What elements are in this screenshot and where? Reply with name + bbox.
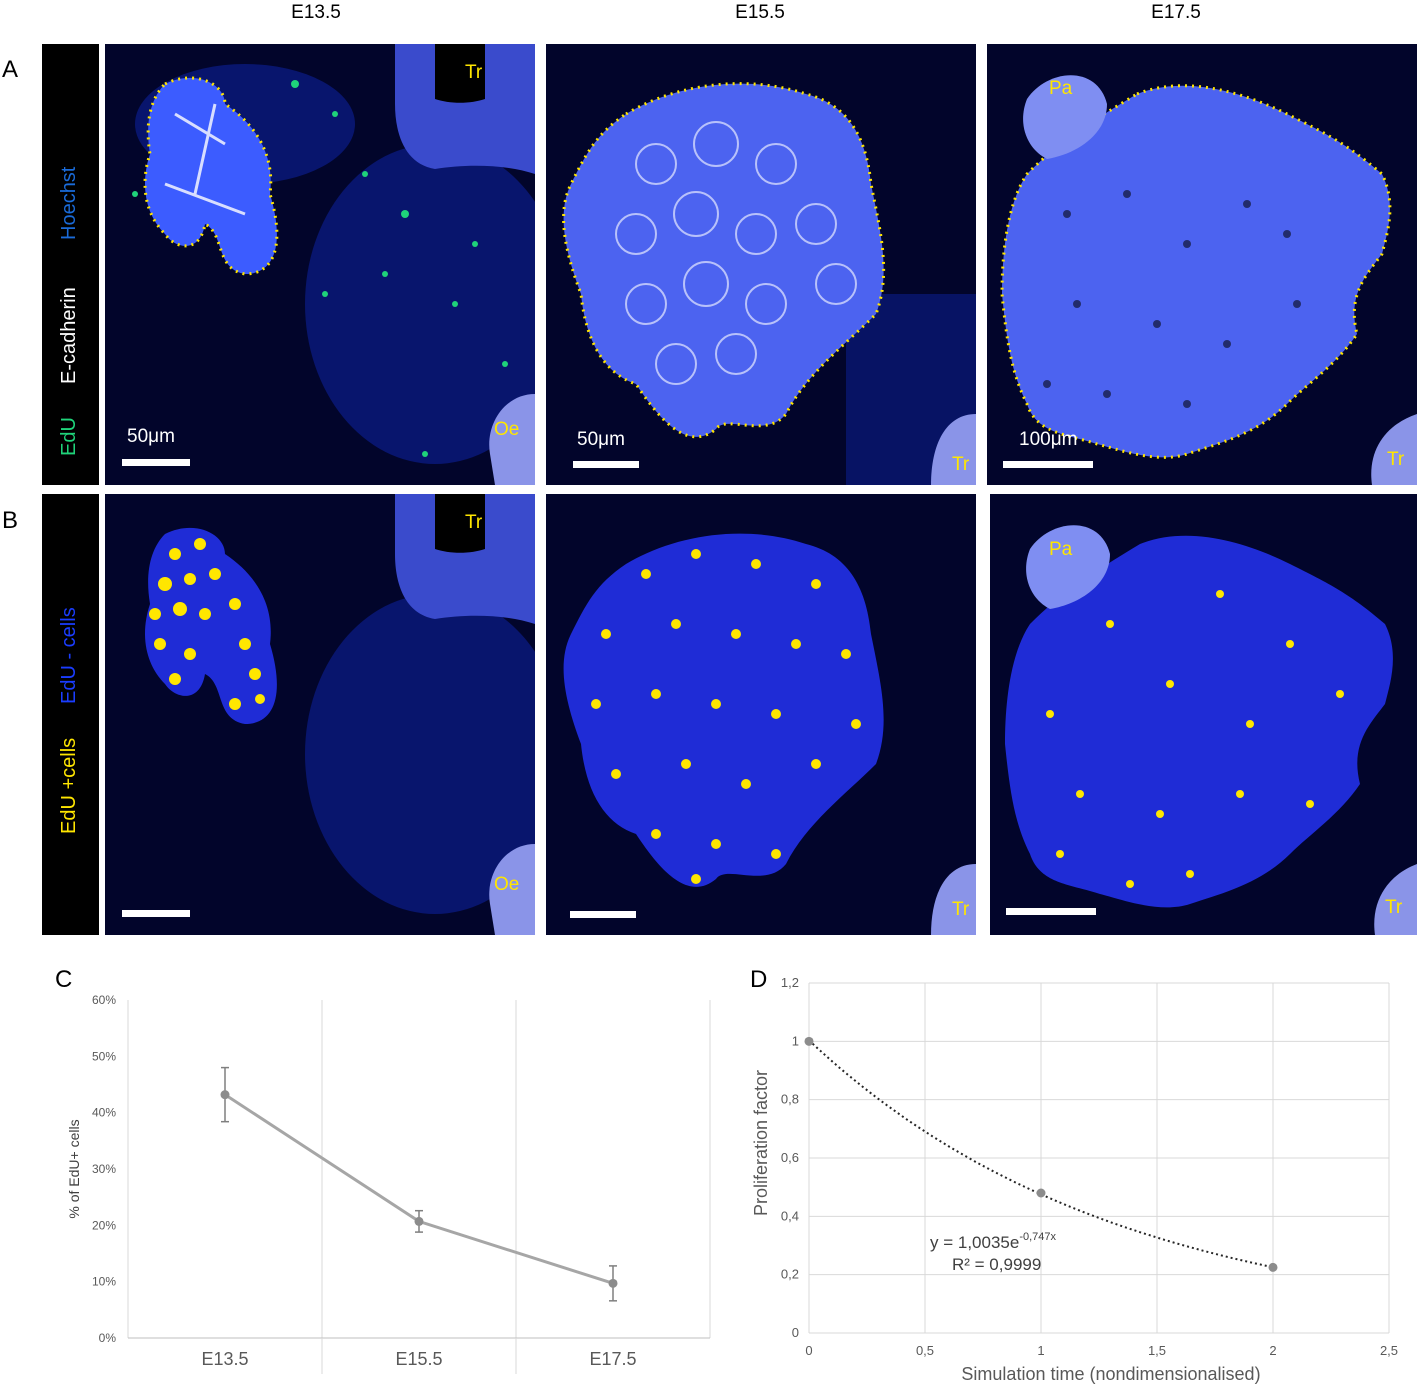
panel-letter-d: D	[750, 966, 768, 993]
y-tick-label: 0,8	[781, 1092, 799, 1107]
y-tick-label: 60%	[92, 993, 116, 1007]
micrograph-a-e13: Tr Oe 50μm	[105, 44, 535, 485]
chart-d: 0 0,5 1 1,5 2 2,5 0 0,2 0,4 0,6 0,8 1 1,2 Simulation …	[745, 970, 1420, 1388]
scalebar	[570, 911, 636, 918]
data-point	[1268, 1262, 1278, 1272]
y-tick-label: 1,2	[781, 975, 799, 990]
label-parathyroid: Pa	[1049, 78, 1073, 99]
y-axis-label: % of EdU+ cells	[66, 1119, 82, 1218]
x-tick-label: 1,5	[1148, 1343, 1166, 1358]
legend-strip-a: EdU E-cadherin Hoechst	[42, 44, 99, 485]
micrograph-a-e17: Pa Tr 100μm	[987, 44, 1417, 485]
r-squared-label: R² = 0,9999	[952, 1255, 1041, 1274]
micrograph-a-e15: Tr 50μm	[546, 44, 976, 485]
x-tick-label: E15.5	[395, 1349, 442, 1369]
equation-exponent: -0,747x	[1019, 1231, 1056, 1243]
y-tick-label: 40%	[92, 1106, 116, 1120]
panel-letter-a: A	[2, 56, 19, 83]
scalebar	[1003, 461, 1093, 468]
column-title-e17: E17.5	[1151, 2, 1201, 23]
data-point	[414, 1216, 424, 1226]
label-trachea: Tr	[952, 899, 970, 920]
micrograph-a-e17-art	[987, 44, 1417, 485]
data-point	[220, 1090, 230, 1100]
panel-letter-c: C	[55, 966, 73, 993]
data-point	[608, 1278, 618, 1288]
scalebar-label: 100μm	[1019, 429, 1078, 450]
chart-d-svg: 0 0,5 1 1,5 2 2,5 0 0,2 0,4 0,6 0,8 1 1,2 Simulation …	[751, 975, 1398, 1384]
trendline-equation: y = 1,0035e-0,747x	[930, 1231, 1057, 1252]
legend-edu-positive: EdU +cells	[58, 737, 80, 834]
trendline	[808, 1039, 1274, 1269]
micrograph-b-e17: Pa Tr	[990, 494, 1417, 935]
data-point	[804, 1036, 814, 1046]
panel-letter-b: B	[2, 507, 19, 534]
column-title-e13: E13.5	[291, 2, 341, 23]
label-oesophagus: Oe	[494, 874, 520, 895]
micrograph-b-e13: Tr Oe	[105, 494, 535, 935]
legend-edu: EdU	[58, 417, 80, 456]
label-oesophagus: Oe	[494, 419, 520, 440]
legend-strip-b: EdU +cells EdU - cells	[42, 494, 99, 935]
equation-base: y = 1,0035e	[930, 1233, 1019, 1252]
legend-edu-negative: EdU - cells	[58, 607, 80, 704]
label-trachea: Tr	[465, 62, 483, 83]
label-trachea: Tr	[952, 454, 970, 475]
y-tick-label: 30%	[92, 1162, 116, 1176]
legend-ecadherin: E-cadherin	[58, 287, 80, 384]
column-title-e15: E15.5	[735, 2, 785, 23]
label-trachea: Tr	[1387, 449, 1405, 470]
x-tick-label: 0	[805, 1343, 812, 1358]
label-trachea: Tr	[465, 512, 483, 533]
x-tick-label: 1	[1037, 1343, 1044, 1358]
micrograph-b-e13-art	[105, 494, 535, 935]
legend-hoechst: Hoechst	[58, 166, 80, 240]
data-point	[1036, 1188, 1046, 1198]
scalebar	[122, 910, 190, 917]
x-tick-label: 2,5	[1380, 1343, 1398, 1358]
micrograph-b-e17-art	[990, 494, 1417, 935]
y-tick-label: 50%	[92, 1049, 116, 1063]
scalebar	[122, 459, 190, 466]
y-tick-label: 0,6	[781, 1150, 799, 1165]
x-tick-label: E13.5	[201, 1349, 248, 1369]
micrograph-b-e15-art	[546, 494, 976, 935]
x-axis-label: Simulation time (nondimensionalised)	[961, 1364, 1260, 1384]
x-tick-label: E17.5	[589, 1349, 636, 1369]
chart-c-svg: 0% 10% 20% 30% 40% 50% 60% E13.5 E15.5 E17.5 % of …	[66, 993, 711, 1374]
y-tick-label: 1	[792, 1033, 799, 1048]
scalebar	[1006, 908, 1096, 915]
micrograph-b-e15: Tr	[546, 494, 976, 935]
x-tick-label: 0,5	[916, 1343, 934, 1358]
micrograph-a-e13-art	[105, 44, 535, 485]
micrograph-a-e15-art	[546, 44, 976, 485]
x-tick-label: 2	[1269, 1343, 1276, 1358]
scalebar-label: 50μm	[127, 426, 175, 447]
label-parathyroid: Pa	[1049, 539, 1073, 560]
y-tick-label: 0,4	[781, 1208, 799, 1223]
y-tick-label: 20%	[92, 1218, 116, 1232]
y-tick-label: 0%	[99, 1331, 117, 1345]
label-trachea: Tr	[1385, 897, 1403, 918]
chart-c: 0% 10% 20% 30% 40% 50% 60% E13.5 E15.5 E17.5 % of …	[60, 985, 720, 1385]
y-tick-label: 0,2	[781, 1267, 799, 1282]
y-tick-label: 10%	[92, 1275, 116, 1289]
series-line	[224, 1093, 614, 1285]
y-axis-label: Proliferation factor	[751, 1070, 771, 1216]
scalebar-label: 50μm	[577, 429, 625, 450]
scalebar	[573, 461, 639, 468]
y-tick-label: 0	[792, 1325, 799, 1340]
